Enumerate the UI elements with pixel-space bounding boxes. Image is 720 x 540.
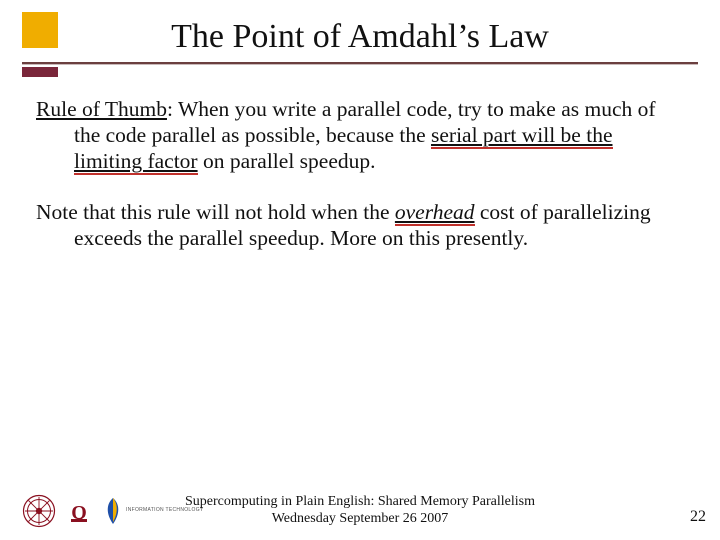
p2-before: Note that this rule will not hold when t… [36, 200, 395, 224]
footer: Q INFORMATION TECHNOLOGY Supercomputing … [0, 490, 720, 532]
body-text: Rule of Thumb: When you write a parallel… [36, 96, 684, 275]
title-wrap: The Point of Amdahl’s Law [0, 18, 720, 65]
slide-title: The Point of Amdahl’s Law [0, 18, 720, 56]
paragraph-rule-of-thumb: Rule of Thumb: When you write a parallel… [36, 96, 684, 175]
paragraph-note: Note that this rule will not hold when t… [36, 199, 684, 251]
title-rule [22, 62, 698, 65]
accent-maroon-bar [22, 67, 58, 77]
footer-line2: Wednesday September 26 2007 [0, 511, 720, 528]
footer-text: Supercomputing in Plain English: Shared … [0, 494, 720, 528]
rule-of-thumb-label: Rule of Thumb [36, 97, 167, 121]
overhead-emphasis: overhead [395, 200, 475, 226]
footer-line1: Supercomputing in Plain English: Shared … [0, 494, 720, 511]
p1-after: on parallel speedup. [198, 149, 376, 173]
page-number: 22 [690, 508, 706, 526]
slide: The Point of Amdahl’s Law Rule of Thumb:… [0, 0, 720, 540]
